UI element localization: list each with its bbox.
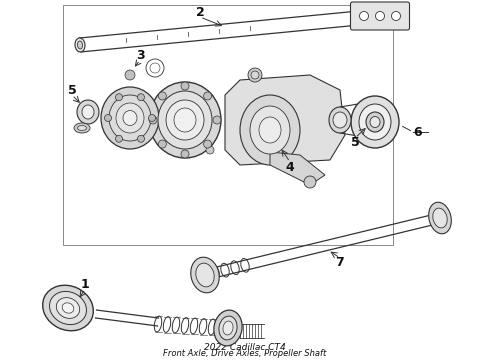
Ellipse shape bbox=[158, 91, 212, 149]
Ellipse shape bbox=[56, 298, 80, 318]
Ellipse shape bbox=[196, 263, 214, 287]
Circle shape bbox=[251, 71, 259, 79]
Circle shape bbox=[181, 82, 189, 90]
Circle shape bbox=[181, 150, 189, 158]
Text: 3: 3 bbox=[136, 49, 145, 62]
Ellipse shape bbox=[149, 82, 221, 158]
Circle shape bbox=[116, 94, 122, 101]
Ellipse shape bbox=[75, 38, 85, 52]
Text: 4: 4 bbox=[286, 161, 294, 174]
Ellipse shape bbox=[250, 106, 290, 154]
Text: 6: 6 bbox=[414, 126, 422, 139]
Ellipse shape bbox=[351, 96, 399, 148]
Circle shape bbox=[375, 12, 385, 21]
Ellipse shape bbox=[359, 104, 391, 140]
Ellipse shape bbox=[429, 202, 451, 234]
Circle shape bbox=[360, 12, 368, 21]
Ellipse shape bbox=[191, 257, 219, 293]
Circle shape bbox=[213, 116, 221, 124]
Ellipse shape bbox=[116, 103, 144, 133]
Circle shape bbox=[125, 70, 135, 80]
Circle shape bbox=[248, 68, 262, 82]
Circle shape bbox=[204, 92, 212, 100]
Ellipse shape bbox=[43, 285, 93, 331]
Polygon shape bbox=[225, 75, 345, 165]
Text: 5: 5 bbox=[351, 135, 359, 149]
Circle shape bbox=[138, 94, 145, 101]
Ellipse shape bbox=[109, 95, 151, 141]
Text: 1: 1 bbox=[81, 279, 89, 292]
FancyBboxPatch shape bbox=[350, 2, 410, 30]
Ellipse shape bbox=[174, 108, 196, 132]
Ellipse shape bbox=[214, 310, 242, 346]
Ellipse shape bbox=[219, 316, 237, 340]
Ellipse shape bbox=[166, 100, 204, 140]
Circle shape bbox=[304, 176, 316, 188]
Text: 5: 5 bbox=[68, 84, 76, 96]
Ellipse shape bbox=[370, 117, 380, 127]
Circle shape bbox=[148, 114, 155, 122]
Ellipse shape bbox=[77, 100, 99, 124]
Ellipse shape bbox=[223, 321, 233, 335]
Text: 7: 7 bbox=[336, 256, 344, 270]
Circle shape bbox=[116, 135, 122, 142]
Ellipse shape bbox=[62, 303, 74, 313]
Ellipse shape bbox=[259, 117, 281, 143]
Ellipse shape bbox=[49, 292, 87, 325]
Ellipse shape bbox=[74, 123, 90, 133]
Circle shape bbox=[392, 12, 400, 21]
Ellipse shape bbox=[101, 87, 159, 149]
Ellipse shape bbox=[366, 112, 384, 132]
Circle shape bbox=[138, 135, 145, 142]
Polygon shape bbox=[270, 152, 325, 185]
Circle shape bbox=[104, 114, 112, 122]
Ellipse shape bbox=[82, 105, 94, 119]
Text: 2022 Cadillac CT4: 2022 Cadillac CT4 bbox=[204, 343, 286, 352]
Ellipse shape bbox=[77, 41, 82, 49]
Ellipse shape bbox=[77, 126, 87, 131]
Bar bbox=[63, 5, 393, 245]
Circle shape bbox=[204, 140, 212, 148]
Ellipse shape bbox=[123, 111, 137, 126]
Ellipse shape bbox=[329, 107, 351, 133]
Circle shape bbox=[158, 92, 167, 100]
Circle shape bbox=[206, 146, 214, 154]
Text: Front Axle, Drive Axles, Propeller Shaft: Front Axle, Drive Axles, Propeller Shaft bbox=[163, 349, 327, 358]
Ellipse shape bbox=[433, 208, 447, 228]
Circle shape bbox=[158, 140, 167, 148]
Circle shape bbox=[149, 116, 157, 124]
Text: 2: 2 bbox=[196, 5, 204, 18]
Ellipse shape bbox=[333, 112, 347, 128]
Ellipse shape bbox=[240, 95, 300, 165]
